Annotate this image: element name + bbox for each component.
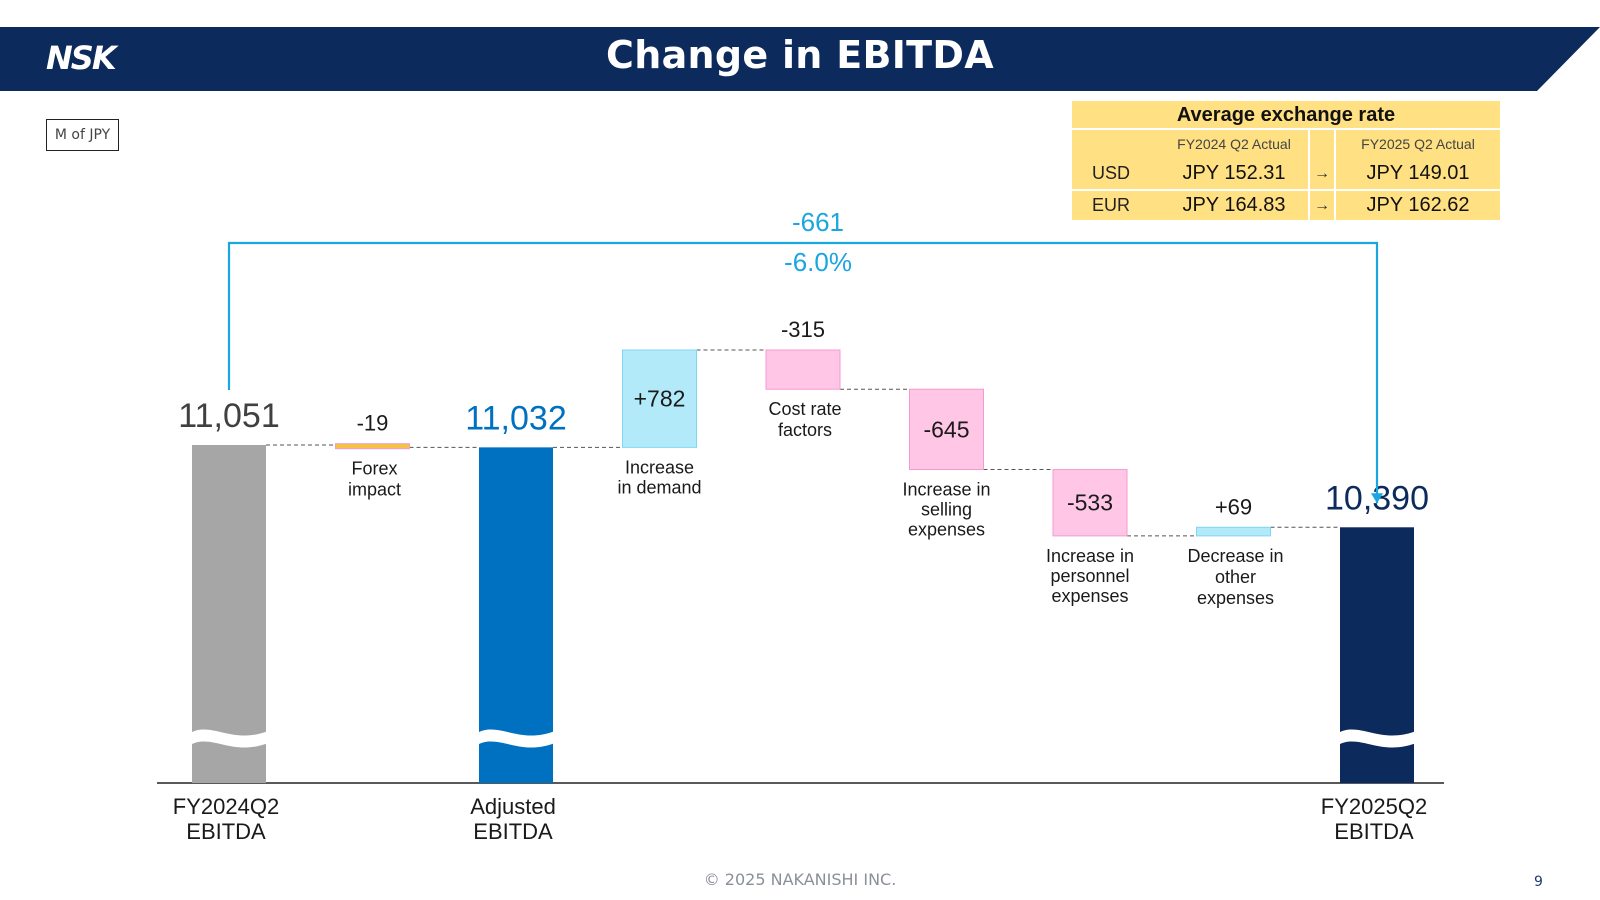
category-label: Cost rate	[768, 399, 841, 419]
total-value-label: 11,051	[178, 397, 279, 435]
exchange-rate-header-row: FY2024 Q2 Actual FY2025 Q2 Actual	[1072, 130, 1500, 158]
axis-break-wave	[1338, 729, 1416, 748]
unit-label: M of JPY	[46, 119, 119, 151]
nsk-logo: NSK	[46, 39, 117, 77]
category-label: selling	[921, 500, 972, 520]
exchange-rate-table: Average exchange rate FY2024 Q2 Actual F…	[1072, 101, 1500, 220]
change-bracket-line	[227, 241, 1379, 504]
category-label: FY2024Q2	[173, 794, 279, 819]
category-label: expenses	[908, 520, 985, 540]
page-number: 9	[1534, 874, 1543, 890]
category-label: expenses	[1051, 586, 1128, 606]
category-label: expenses	[1197, 588, 1274, 608]
category-label: personnel	[1050, 566, 1129, 586]
category-label: Forex	[351, 459, 397, 479]
delta-bar	[1196, 526, 1271, 537]
category-label: other	[1215, 567, 1256, 587]
arrow-down-icon	[1371, 493, 1383, 504]
arrow-right-icon: →	[1308, 191, 1336, 220]
delta-value-label: +69	[1215, 494, 1252, 519]
axis-break-wave	[477, 729, 555, 748]
category-label: EBITDA	[473, 819, 553, 844]
category-label: Increase in	[902, 480, 990, 500]
header-background	[0, 27, 1600, 91]
currency-label: USD	[1092, 163, 1131, 183]
header-band	[0, 27, 1600, 91]
page-title: Change in EBITDA	[606, 33, 994, 77]
delta-value-label: +782	[634, 386, 686, 412]
exchange-rate-title: Average exchange rate	[1072, 101, 1500, 130]
category-label: FY2025Q2	[1321, 794, 1427, 819]
category-label: Increase	[625, 457, 694, 477]
rate-curr: JPY 149.01	[1366, 162, 1470, 184]
category-label: EBITDA	[1334, 819, 1414, 844]
delta-bar	[622, 349, 697, 448]
delta-bar	[335, 443, 410, 450]
delta-bar	[765, 349, 841, 390]
exchange-rate-col-prev: FY2024 Q2 Actual	[1177, 136, 1291, 152]
delta-bar	[909, 388, 984, 471]
arrow-right-icon: →	[1308, 158, 1336, 189]
total-bar	[192, 445, 266, 783]
delta-value-label: -645	[923, 416, 969, 442]
rate-prev: JPY 152.31	[1182, 162, 1286, 184]
rate-prev: JPY 164.83	[1182, 194, 1286, 216]
total-value-label: 11,032	[465, 399, 566, 437]
exchange-rate-col-curr: FY2025 Q2 Actual	[1361, 136, 1475, 152]
category-label: factors	[778, 420, 832, 440]
category-label: in demand	[617, 477, 701, 497]
total-bar	[479, 447, 553, 783]
category-label: impact	[348, 480, 401, 500]
rate-curr: JPY 162.62	[1366, 194, 1470, 216]
exchange-rate-row-usd: USD JPY 152.31 → JPY 149.01	[1072, 158, 1500, 189]
delta-value-label: -533	[1067, 490, 1113, 516]
delta-value-label: -315	[781, 317, 825, 342]
currency-label: EUR	[1092, 195, 1131, 215]
overall-change-pct: -6.0%	[784, 247, 852, 277]
exchange-rate-row-eur: EUR JPY 164.83 → JPY 162.62	[1072, 189, 1500, 220]
category-label: Adjusted	[470, 794, 556, 819]
overall-change-value: -661	[792, 207, 844, 237]
category-label: Increase in	[1046, 546, 1134, 566]
axis-break-wave	[190, 729, 268, 748]
category-label: Decrease in	[1187, 546, 1283, 566]
delta-bar	[1052, 469, 1128, 537]
delta-value-label: -19	[357, 411, 389, 436]
copyright: © 2025 NAKANISHI INC.	[703, 870, 897, 889]
category-label: EBITDA	[186, 819, 266, 844]
